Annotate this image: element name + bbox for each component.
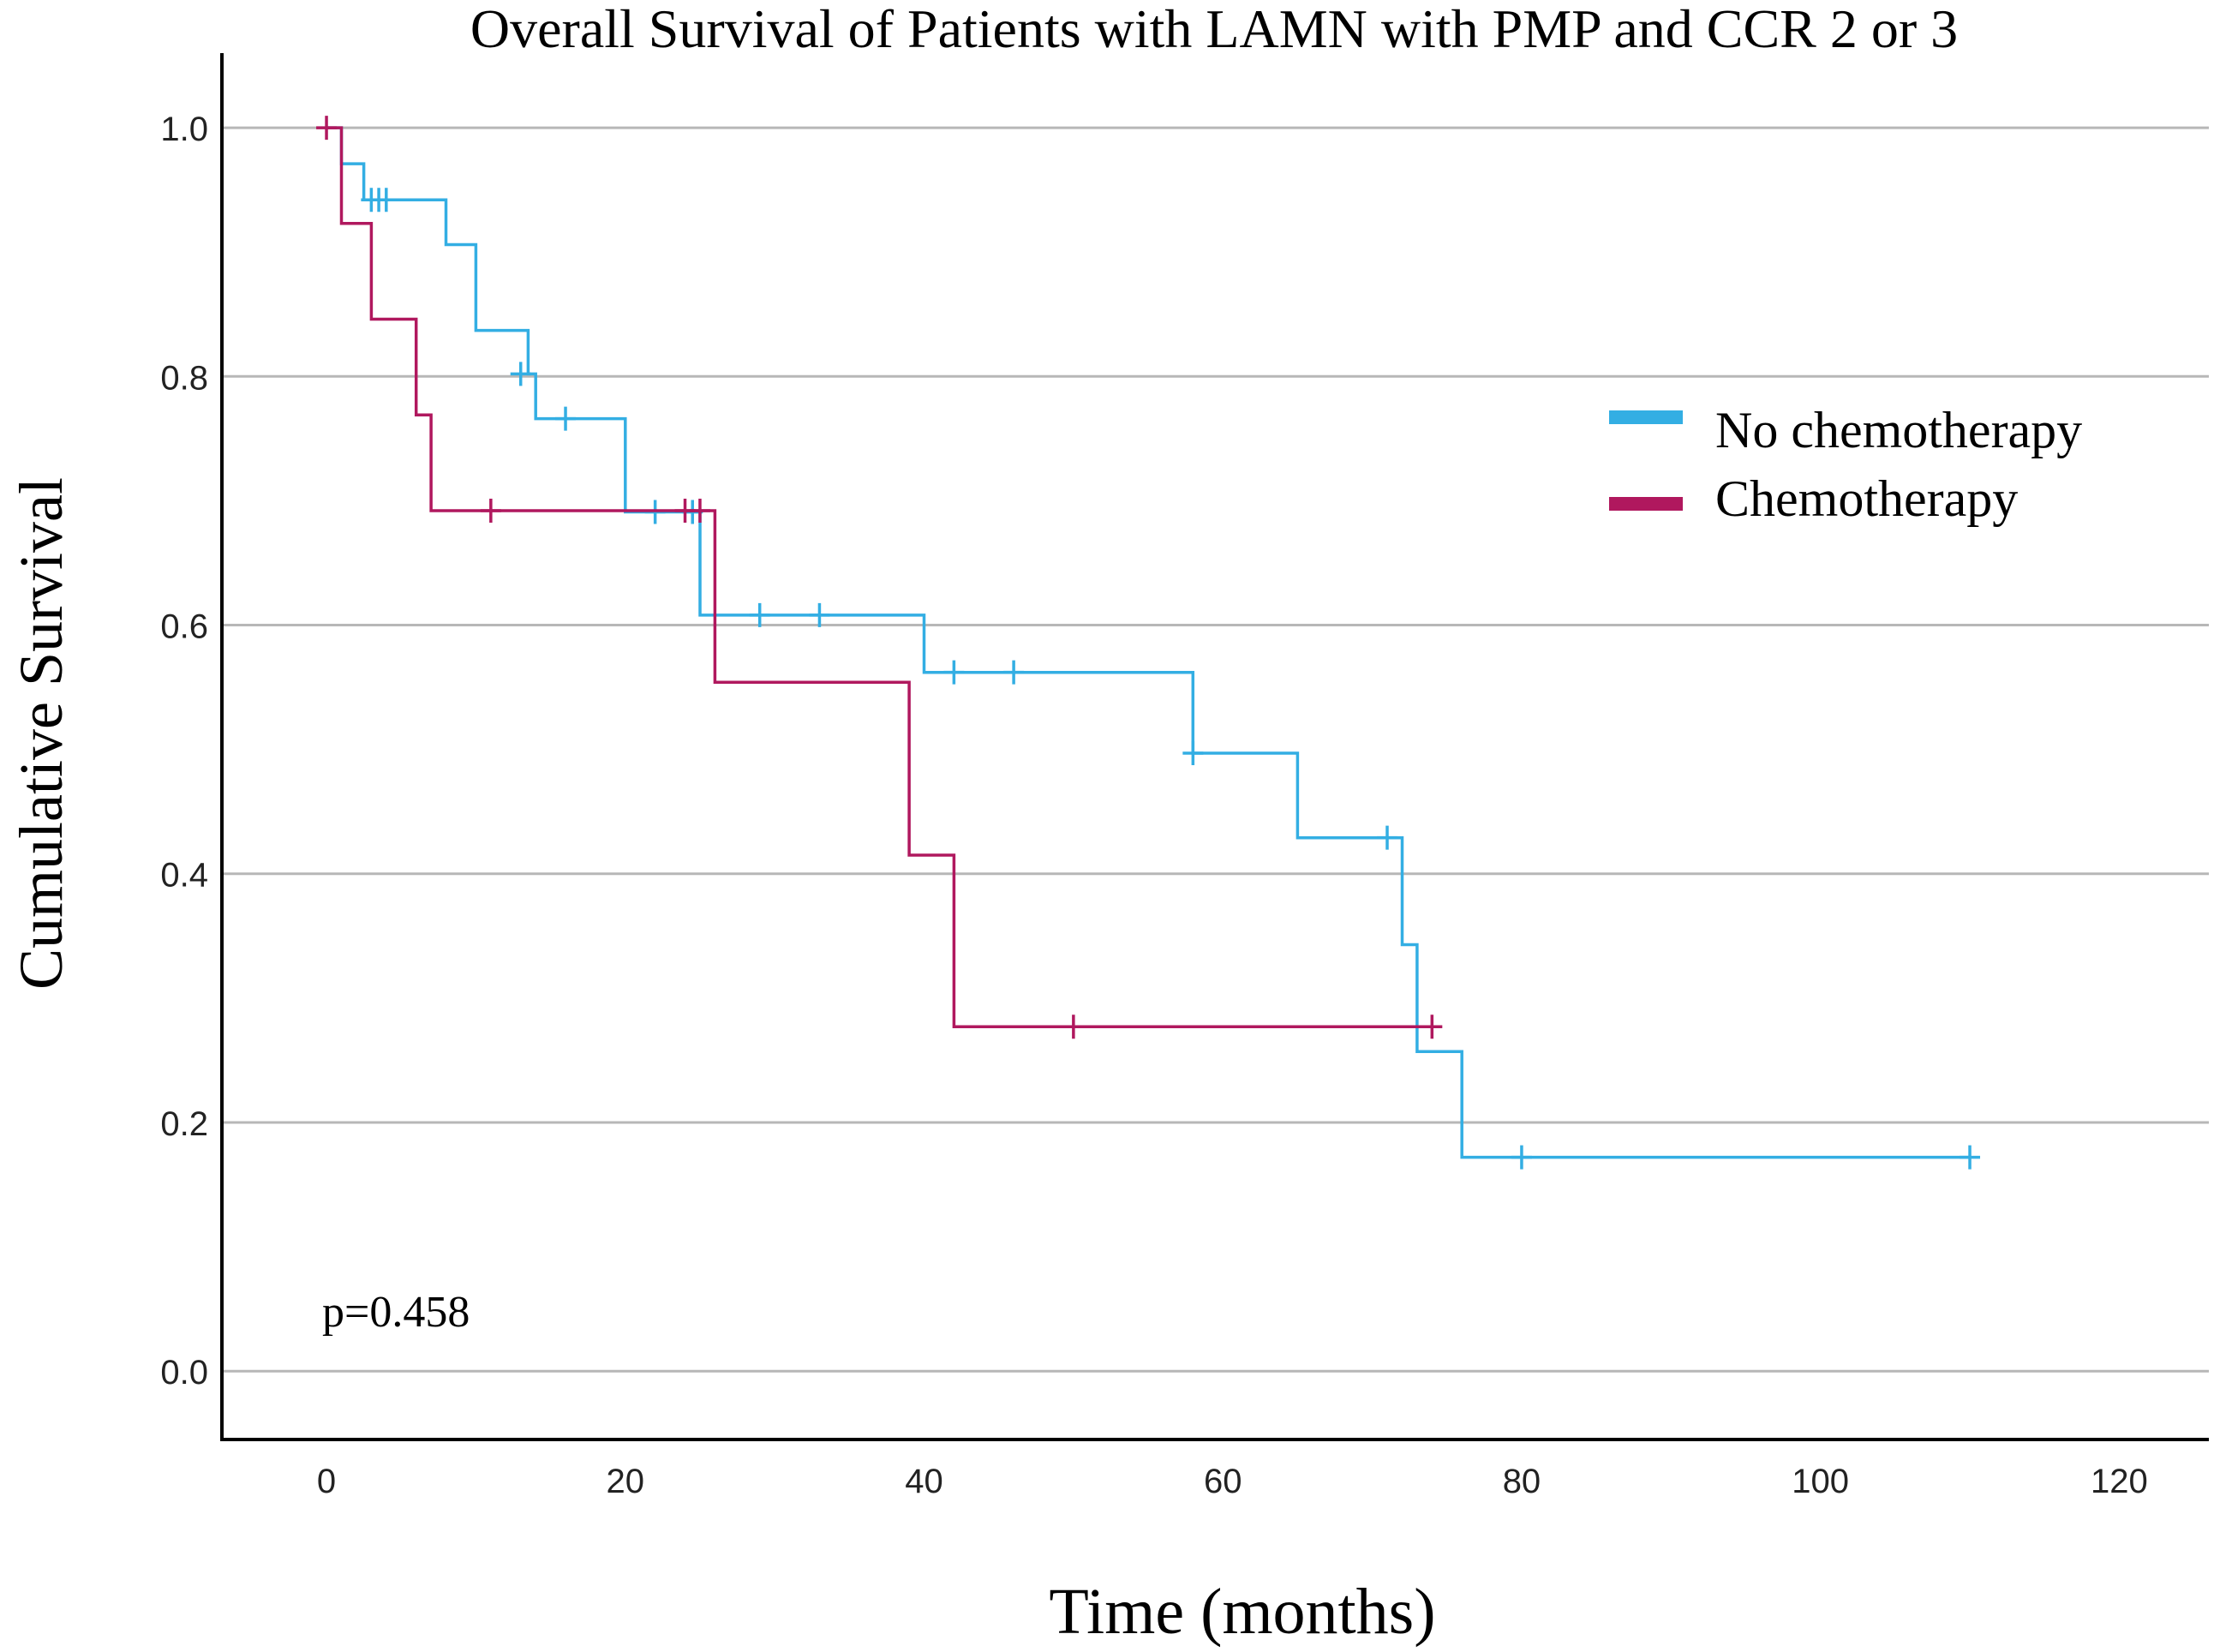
censor-mark [1421, 1015, 1443, 1039]
legend-label-chemotherapy: Chemotherapy [1715, 470, 2018, 527]
series-layer [316, 116, 1981, 1170]
censor-mark [943, 660, 965, 685]
censor-mark [1003, 660, 1025, 685]
legend-swatch-chemotherapy [1609, 497, 1683, 511]
chart-title: Overall Survival of Patients with LAMN w… [470, 0, 1958, 59]
censor-mark [749, 602, 770, 627]
censor-mark [510, 362, 531, 386]
censor-mark [480, 499, 501, 524]
grid-lines [222, 126, 2209, 1373]
y-tick-label: 0.8 [160, 359, 208, 397]
censor-mark [555, 406, 577, 431]
x-tick-label: 80 [1503, 1463, 1541, 1500]
censor-mark [1182, 740, 1204, 765]
legend-swatch-no-chemotherapy [1609, 410, 1683, 424]
y-tick-labels: 0.0 0.2 0.4 0.6 0.8 1.0 [160, 111, 208, 1392]
y-tick-label: 0.6 [160, 608, 208, 646]
x-tick-label: 40 [905, 1463, 943, 1500]
censor-mark [1062, 1015, 1084, 1039]
censor-mark [316, 116, 338, 141]
x-tick-labels: 0 20 40 60 80 100 120 [317, 1463, 2148, 1500]
censor-mark [375, 188, 397, 212]
x-axis-label: Time (months) [1049, 1576, 1435, 1648]
y-tick-label: 0.4 [160, 857, 208, 895]
censor-mark [1960, 1145, 1981, 1170]
x-tick-label: 60 [1204, 1463, 1242, 1500]
x-tick-label: 0 [317, 1463, 336, 1500]
series-no-chemotherapy [326, 126, 1981, 1170]
series-chemotherapy [316, 116, 1443, 1039]
x-tick-label: 100 [1792, 1463, 1849, 1500]
censor-mark [1511, 1145, 1532, 1170]
survival-curve-no-chemotherapy [326, 126, 1970, 1159]
y-axis-label: Cumulative Survival [7, 477, 75, 990]
legend-label-no-chemotherapy: No chemotherapy [1715, 402, 2082, 458]
p-value-annotation: p=0.458 [322, 1288, 470, 1337]
censor-mark [1377, 825, 1398, 850]
legend: No chemotherapy Chemotherapy [1609, 402, 2082, 527]
y-tick-label: 0.2 [160, 1105, 208, 1143]
x-tick-label: 20 [607, 1463, 645, 1500]
y-tick-label: 1.0 [160, 111, 208, 148]
y-tick-label: 0.0 [160, 1354, 208, 1392]
censor-mark [809, 602, 830, 627]
survival-curve-chemotherapy [326, 126, 1433, 1028]
censor-mark [689, 499, 710, 524]
x-tick-label: 120 [2091, 1463, 2148, 1500]
